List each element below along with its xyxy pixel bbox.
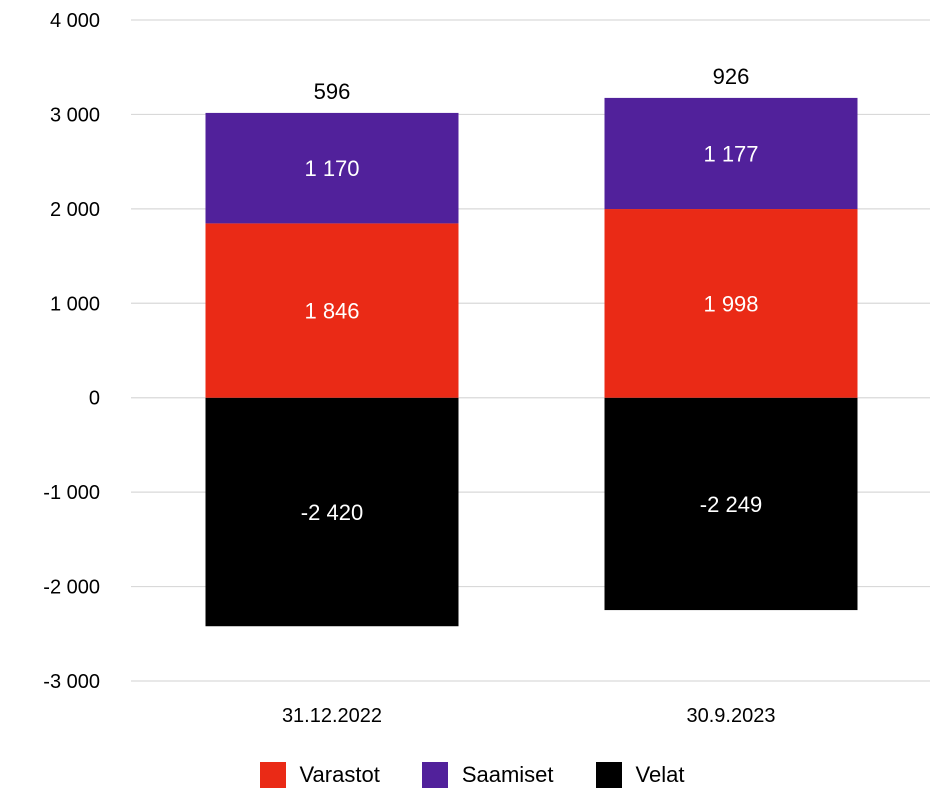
legend-swatch-varastot — [259, 762, 286, 788]
bars — [205, 97, 858, 627]
x-category-label: 31.12.2022 — [282, 705, 382, 727]
bar-segment-varastot — [205, 223, 459, 398]
data-label-velat: -2 420 — [301, 500, 363, 525]
legend-item-saamiset: Saamiset — [421, 762, 554, 788]
y-tick-label: -3 000 — [43, 671, 100, 693]
legend-swatch-velat — [595, 762, 622, 788]
x-category-label: 30.9.2023 — [687, 705, 776, 727]
bar-segment-velat — [604, 397, 858, 611]
legend-label-varastot: Varastot — [299, 762, 380, 787]
bar-segment-saamiset — [205, 112, 459, 224]
bar-segment-velat — [205, 397, 459, 627]
legend-label-saamiset: Saamiset — [461, 762, 554, 787]
data-label-velat: -2 249 — [700, 492, 762, 517]
data-label-varastot: 1 846 — [304, 299, 359, 324]
data-label-saamiset: 1 177 — [703, 141, 758, 166]
legend-label-velat: Velat — [635, 762, 685, 787]
x-axis-categories: 31.12.2022 30.9.2023 — [282, 705, 776, 727]
y-tick-label: 4 000 — [50, 10, 100, 32]
y-tick-label: 3 000 — [50, 104, 100, 126]
bar-segment-saamiset — [604, 97, 858, 210]
bar-segment-varastot — [604, 209, 858, 398]
y-tick-label: -2 000 — [43, 577, 100, 599]
legend-item-varastot: Varastot — [259, 762, 380, 788]
total-label: 596 — [314, 79, 351, 104]
data-labels: -2 420 1 846 1 170 596 -2 249 1 998 1 177 926 — [301, 64, 762, 525]
data-label-varastot: 1 998 — [703, 291, 758, 316]
y-axis-ticks: 4 000 3 000 2 000 1 000 0 -1 000 -2 000 -3 000 — [43, 10, 100, 693]
y-tick-label: 2 000 — [50, 199, 100, 221]
legend: Varastot Saamiset Velat — [0, 758, 944, 792]
y-tick-label: -1 000 — [43, 482, 100, 504]
y-tick-label: 1 000 — [50, 293, 100, 315]
legend-swatch-saamiset — [421, 762, 448, 788]
legend-item-velat: Velat — [595, 762, 685, 788]
total-label: 926 — [713, 64, 750, 89]
y-tick-label: 0 — [89, 388, 100, 410]
data-label-saamiset: 1 170 — [304, 156, 359, 181]
